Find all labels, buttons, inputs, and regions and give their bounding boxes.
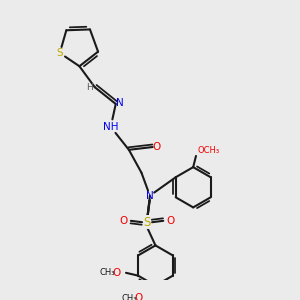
Text: O: O xyxy=(119,216,128,226)
Text: O: O xyxy=(112,268,121,278)
Text: O: O xyxy=(134,293,142,300)
Text: N: N xyxy=(116,98,123,108)
Text: N: N xyxy=(146,191,154,201)
Text: S: S xyxy=(143,216,151,229)
Text: CH₃: CH₃ xyxy=(121,294,136,300)
Text: S: S xyxy=(56,48,63,58)
Text: NH: NH xyxy=(103,122,118,132)
Text: OCH₃: OCH₃ xyxy=(197,146,220,155)
Text: CH₃: CH₃ xyxy=(100,268,115,277)
Text: O: O xyxy=(167,216,175,226)
Text: O: O xyxy=(153,142,161,152)
Text: H: H xyxy=(86,83,93,92)
